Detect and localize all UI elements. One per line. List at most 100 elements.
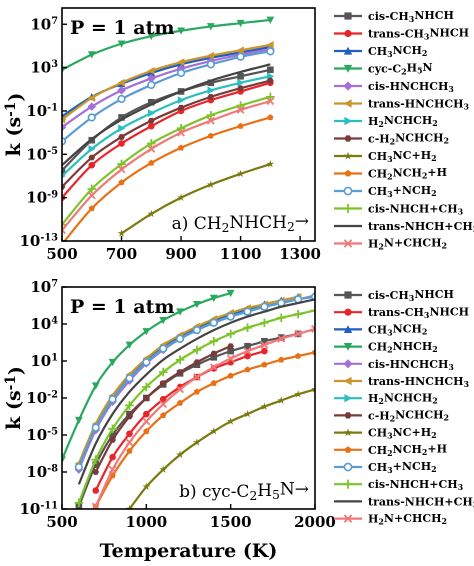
- data-point-cis-NHCH+CH3-1900: [293, 309, 303, 319]
- legend-item: H2NCHCH2: [334, 391, 438, 406]
- legend-marker: [344, 308, 352, 316]
- data-point-trans-CH3NHCH-1000: [143, 410, 150, 418]
- legend-item: cyc-C2H5N: [334, 61, 433, 76]
- series-group: [62, 16, 275, 241]
- data-point-H2N+CHCH2-500: [62, 226, 66, 235]
- series-group: [62, 289, 315, 509]
- legend-item: H2N+CHCH2: [334, 237, 447, 251]
- legend-item: CH3NCH2: [334, 323, 427, 338]
- data-point-CH2NHCH2-1500: [226, 289, 235, 298]
- data-point-CH3NC+H2-1100: [236, 169, 245, 178]
- data-point-CH3NC+H2-1800: [277, 396, 286, 404]
- data-point-H2N+CHCH2-1400: [209, 363, 218, 372]
- legend-label: CH3+NCH2: [368, 184, 437, 199]
- data-point-CH2NHCH2-900: [125, 341, 134, 349]
- data-point-cis-HNCHCH3-500: [62, 122, 67, 132]
- legend-marker: [343, 81, 353, 91]
- legend-label: trans-HNCHCH3: [368, 375, 469, 389]
- data-point-cis-NHCH+CH3-900: [176, 123, 186, 133]
- legend-marker: [343, 462, 353, 472]
- legend-marker: [343, 343, 353, 351]
- data-point-cis-NHCH+CH3-600: [87, 184, 97, 194]
- data-point-CH2NCH2+H-1200: [267, 114, 274, 121]
- legend-label: CH3+NCH2: [368, 460, 437, 475]
- data-point-H2N+CHCH2-1600: [243, 347, 252, 356]
- data-point-H2N+CHCH2-900: [177, 128, 185, 137]
- data-point-CH2NCH2+H-1600: [244, 366, 251, 373]
- data-point-cis-NHCH+CH3-1500: [226, 329, 235, 339]
- data-point-CH2NHCH2-1100: [159, 317, 168, 325]
- legend-item: cis-NHCH+CH3: [334, 478, 463, 492]
- data-point-H2N+CHCH2-1200: [176, 385, 185, 394]
- y-tick-label-4: 104: [30, 315, 58, 333]
- legend-label: CH3NCH2: [368, 323, 427, 338]
- panel-annotation: a) CH2NHCH2→: [172, 212, 309, 235]
- data-point-cyc-C2H5N-800: [147, 32, 156, 41]
- data-point-trans-CH3NHCH-700: [118, 140, 125, 147]
- data-point-CH3+NCH2-1100: [236, 52, 245, 61]
- data-point-H2N+CHCH2-900: [125, 438, 134, 447]
- data-point-trans-CH3NHCH-1700: [261, 347, 268, 355]
- y-tick-label-7: 107: [30, 15, 58, 33]
- data-point-H2NCHCH2-900: [177, 96, 185, 105]
- legend-item: CH3NCH2: [334, 44, 427, 59]
- data-point-H2N+CHCH2-1100: [159, 400, 168, 409]
- data-point-CH2NCH2+H-900: [126, 447, 133, 454]
- data-point-H2NCHCH2-1000: [207, 86, 215, 95]
- legend-marker: [344, 394, 353, 403]
- legend-marker: [344, 291, 352, 299]
- data-point-cis-CH3NHCH-1100: [237, 72, 244, 80]
- legend-item: CH3NC+H2: [334, 426, 437, 441]
- y-tick-label--11: 10-11: [20, 500, 59, 518]
- data-point-H2N+CHCH2-800: [108, 465, 117, 474]
- data-point-H2NCHCH2-600: [88, 144, 96, 153]
- legend-label: cis-HNCHCH3: [368, 80, 454, 94]
- data-point-CH3NC+H2-1400: [209, 427, 218, 435]
- data-point-H2N+CHCH2-700: [117, 165, 126, 174]
- data-point-CH2NCH2+H-800: [148, 159, 155, 166]
- legend-marker: [343, 428, 353, 437]
- x-tick-label-2000: 2000: [294, 513, 336, 531]
- data-point-CH2NHCH2-1400: [209, 294, 218, 302]
- data-point-c-H2NCHCH2-900: [126, 413, 133, 420]
- data-point-cyc-C2H5N-1200: [266, 16, 275, 24]
- data-point-cyc-C2H5N-600: [87, 51, 96, 59]
- data-point-H2NCHCH2-1100: [237, 78, 245, 87]
- data-point-cis-NHCH+CH3-1100: [236, 101, 245, 110]
- x-tick-label-700: 700: [106, 245, 137, 263]
- y-tick-label-3: 103: [30, 59, 58, 77]
- legend-label: CH2NCH2+H: [368, 442, 447, 458]
- legend-item: cis-HNCHCH3: [334, 80, 454, 94]
- data-point-CH2NCH2+H-1500: [227, 372, 234, 379]
- panel-title: P = 1 atm: [70, 296, 174, 318]
- data-point-CH2NCH2+H-1900: [294, 352, 302, 359]
- data-point-c-H2NCHCH2-1000: [143, 395, 150, 401]
- data-point-CH3+NCH2-900: [176, 68, 186, 78]
- data-point-CH3NC+H2-700: [117, 229, 126, 237]
- legend: cis-CH3NHCH trans-CH3NHCH CH3NCH2 cyc-C2H5N…: [334, 9, 474, 251]
- data-point-cis-NHCH+CH3-1800: [276, 313, 286, 323]
- data-point-c-H2NCHCH2-1200: [176, 369, 184, 375]
- legend-item: trans-HNCHCH3: [334, 98, 469, 111]
- data-point-trans-HNCHCH3-700: [117, 78, 125, 87]
- data-point-trans-CH3NHCH-800: [147, 122, 155, 130]
- data-point-H2N+CHCH2-600: [87, 191, 96, 200]
- plot-frame: [61, 7, 316, 242]
- data-point-CH3+NCH2-1200: [175, 334, 185, 343]
- data-point-trans-CH3NHCH-600: [88, 161, 96, 169]
- data-point-CH3NC+H2-1200: [176, 450, 184, 459]
- data-point-H2NCHCH2-700: [118, 124, 126, 133]
- legend-marker: [344, 29, 352, 38]
- data-point-c-H2NCHCH2-700: [118, 134, 125, 140]
- data-point-cis-NHCH+CH3-1400: [209, 336, 219, 346]
- y-tick-label-1: 101: [30, 352, 58, 370]
- y-axis-label: k (s-1): [3, 93, 27, 157]
- data-point-H2NCHCH2-500: [62, 173, 66, 179]
- legend-label: CH2NCH2+H: [368, 166, 447, 182]
- data-point-CH2NHCH2-1200: [176, 308, 184, 316]
- legend-item: CH2NCH2+H: [334, 166, 447, 182]
- legend-item: H2NCHCH2: [334, 114, 438, 129]
- data-point-CH3+NCH2-1000: [206, 60, 215, 69]
- legend-marker: [344, 12, 352, 20]
